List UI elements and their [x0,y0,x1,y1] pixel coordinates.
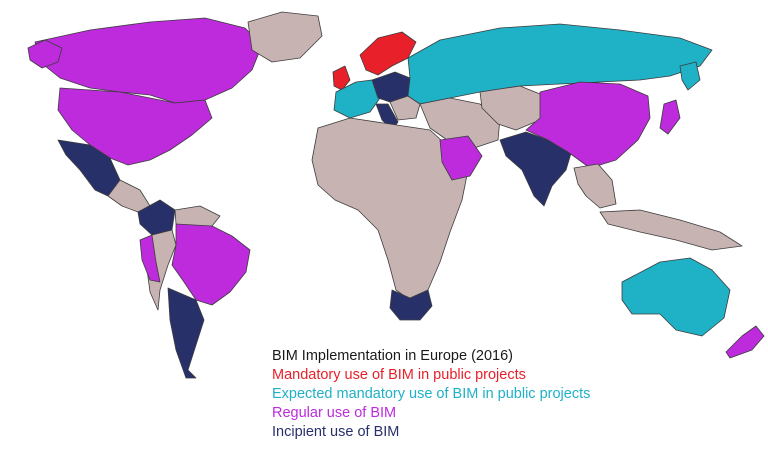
region-central-asia [479,85,546,131]
region-indonesia [599,209,743,251]
map-legend: BIM Implementation in Europe (2016) Mand… [272,347,590,442]
region-australia [621,257,731,337]
region-southeast-asia [573,163,617,209]
region-greenland [247,11,323,63]
region-western-europe [333,79,381,119]
region-canada [34,17,263,104]
region-china [525,81,651,169]
region-usa [57,87,213,166]
region-india [499,131,573,207]
region-scandinavia [359,31,417,76]
region-kamchatka [679,61,701,91]
region-saudi-arabia [439,135,483,181]
region-alaska [27,39,63,69]
region-japan [659,99,681,135]
region-peru [139,234,161,283]
region-south-africa [389,289,433,321]
legend-title: BIM Implementation in Europe (2016) [272,348,513,364]
region-argentina [167,287,205,379]
region-eastern-europe [389,95,421,121]
legend-item-incipient: Incipient use of BIM [272,424,400,440]
region-new-zealand [725,325,765,359]
legend-item-mandatory: Mandatory use of BIM in public projects [272,367,526,383]
legend-item-expected: Expected mandatory use of BIM in public … [272,386,591,402]
legend-item-regular: Regular use of BIM [272,405,397,421]
region-brazil [171,223,251,306]
region-uk [332,65,351,91]
region-middle-east [419,97,501,149]
